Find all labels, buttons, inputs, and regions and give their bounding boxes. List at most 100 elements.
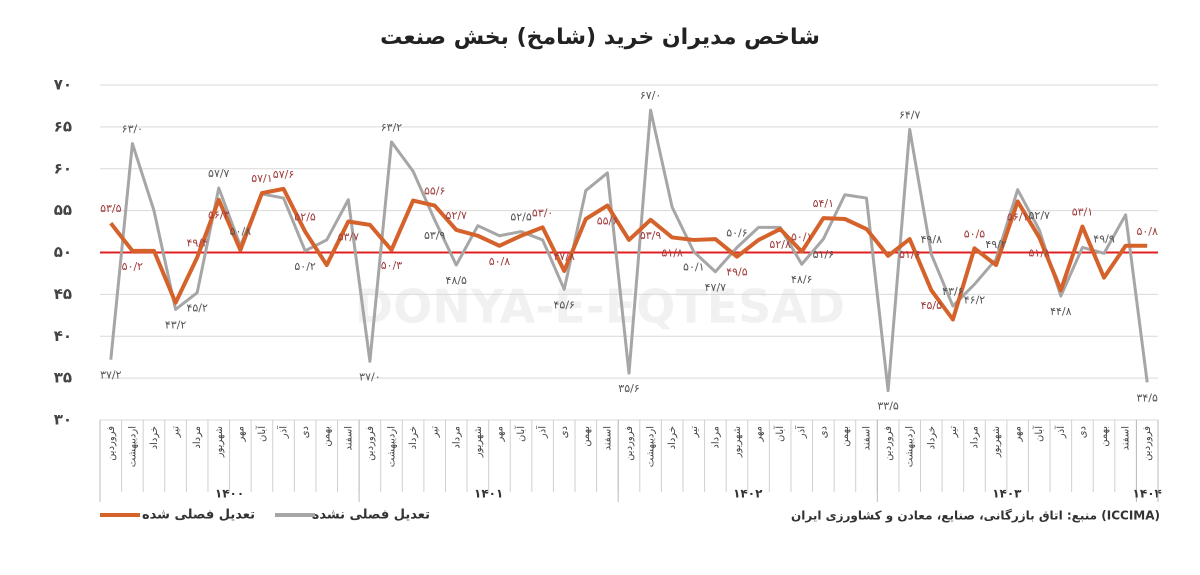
data-label: ۵۳/۱ xyxy=(1072,206,1093,219)
data-label: ۴۵/۲ xyxy=(186,302,208,315)
x-tick-label: مرداد xyxy=(969,426,980,449)
x-tick-label: دی xyxy=(1077,426,1088,438)
x-tick-label: اسفند xyxy=(343,426,354,450)
data-label: ۵۰/۸ xyxy=(230,225,252,238)
y-tick-label: ۳۰ xyxy=(54,411,72,429)
data-label: ۴۵/۵ xyxy=(921,299,943,312)
data-label: ۵۶/۱ xyxy=(1007,210,1028,223)
data-label: ۵۲/۷ xyxy=(1029,209,1051,222)
x-tick-label: فروردین xyxy=(624,426,635,461)
x-group-label: ۱۴۰۴ xyxy=(1133,487,1162,501)
data-label: ۵۴/۱ xyxy=(813,197,834,210)
x-group-label: ۱۴۰۲ xyxy=(733,487,763,501)
data-label: ۵۱/۶ xyxy=(899,248,920,261)
x-group-label: ۱۴۰۱ xyxy=(474,487,503,501)
x-tick-label: مهر xyxy=(754,426,765,442)
x-group-label: ۱۴۰۰ xyxy=(215,487,244,501)
x-tick-label: شهریور xyxy=(214,426,225,458)
legend-label: تعدیل فصلی نشده xyxy=(312,508,430,523)
series-line xyxy=(109,186,1148,322)
data-label: ۵۵/۶ xyxy=(597,215,618,228)
data-label: ۴۹/۵ xyxy=(726,266,748,279)
data-label: ۵۱/۸ xyxy=(1029,246,1051,259)
series-line xyxy=(109,108,1149,393)
data-label: ۶۳/۰ xyxy=(122,123,143,136)
x-tick-label: آبان xyxy=(514,425,527,442)
data-label: ۵۰/۵ xyxy=(964,227,986,240)
x-tick-label: فروردین xyxy=(106,426,117,461)
data-label: ۴۵/۶ xyxy=(554,298,575,311)
x-tick-label: تیر xyxy=(689,426,700,439)
x-tick-label: اردیبهشت xyxy=(386,426,397,467)
data-label: ۵۳/۹ xyxy=(424,229,446,242)
x-tick-label: آذر xyxy=(1054,425,1067,439)
data-label: ۵۰/۸ xyxy=(1136,225,1158,238)
x-tick-label: بهمن xyxy=(322,426,333,447)
y-tick-label: ۷۰ xyxy=(54,76,72,94)
x-tick-label: تیر xyxy=(171,426,182,439)
data-label: ۴۸/۵ xyxy=(446,274,468,287)
data-label: ۴۷/۷ xyxy=(705,281,727,294)
x-tick-label: مهر xyxy=(494,426,505,442)
x-tick-label: آبان xyxy=(773,425,786,442)
x-tick-label: فروردین xyxy=(365,426,376,461)
data-label: ۵۳/۰ xyxy=(532,206,553,219)
data-label: ۵۰/۶ xyxy=(726,226,747,239)
x-group-label: ۱۴۰۳ xyxy=(992,487,1022,501)
y-tick-label: ۶۵ xyxy=(54,117,72,135)
x-tick-label: آبان xyxy=(1032,425,1045,442)
y-tick-label: ۶۰ xyxy=(54,159,72,177)
x-tick-label: خرداد xyxy=(926,426,937,449)
x-tick-label: دی xyxy=(818,426,829,438)
x-tick-label: آذر xyxy=(795,425,808,439)
x-tick-label: مهر xyxy=(235,426,246,442)
data-label: ۴۳/۲ xyxy=(165,318,187,331)
data-label: ۳۳/۵ xyxy=(877,400,899,413)
x-tick-label: مهر xyxy=(1013,426,1024,442)
data-label: ۵۷/۷ xyxy=(208,167,230,180)
y-tick-label: ۳۵ xyxy=(54,369,72,387)
data-label: ۵۷/۶ xyxy=(273,168,294,181)
x-tick-label: بهمن xyxy=(840,426,851,447)
data-label: ۴۶/۲ xyxy=(964,293,986,306)
data-label: ۵۱/۸ xyxy=(661,246,683,259)
data-label: ۵۷/۱ xyxy=(251,172,272,185)
data-label: ۵۰/۱ xyxy=(791,231,812,244)
data-label: ۵۲/۸ xyxy=(769,238,791,251)
x-tick-label: آذر xyxy=(277,425,290,439)
x-tick-label: بهمن xyxy=(1099,426,1110,447)
x-tick-label: شهریور xyxy=(732,426,743,458)
source-note: منبع: اتاق بازرگانی، صنایع، معادن و کشاو… xyxy=(791,509,1160,524)
x-tick-label: فروردین xyxy=(1142,426,1153,461)
data-label: ۳۴/۵ xyxy=(1136,391,1158,404)
x-tick-label: شهریور xyxy=(473,426,484,458)
data-label: ۵۰/۲ xyxy=(294,260,316,273)
data-label: ۵۰/۲ xyxy=(122,260,144,273)
data-label: ۵۲/۷ xyxy=(446,209,468,222)
x-tick-label: خرداد xyxy=(408,426,419,449)
data-label: ۴۷/۸ xyxy=(554,250,576,263)
data-label: ۴۴/۸ xyxy=(1050,305,1072,318)
data-label: ۵۲/۵ xyxy=(294,211,316,224)
x-tick-label: آبان xyxy=(255,425,268,442)
data-label: ۴۸/۶ xyxy=(791,273,812,286)
y-tick-label: ۵۵ xyxy=(54,201,72,219)
data-label: ۶۴/۷ xyxy=(899,108,921,121)
watermark: DONYA-E-EQTESAD xyxy=(355,280,845,334)
x-tick-label: دی xyxy=(300,426,311,438)
x-tick-label: اسفند xyxy=(862,426,873,450)
x-tick-label: بهمن xyxy=(581,426,592,447)
x-tick-label: فروردین xyxy=(883,426,894,461)
x-tick-label: مرداد xyxy=(451,426,462,449)
legend-label: تعدیل فصلی شده xyxy=(142,508,255,523)
data-label: ۵۳/۷ xyxy=(338,231,360,244)
data-label: ۴۹/۹ xyxy=(1093,232,1115,245)
x-tick-label: اسفند xyxy=(1121,426,1132,450)
data-label: ۵۲/۵ xyxy=(510,211,532,224)
data-label: ۴۹/۲ xyxy=(985,238,1007,251)
x-tick-label: تیر xyxy=(948,426,959,439)
data-label: ۳۷/۰ xyxy=(359,370,380,383)
data-label: ۴۹/۸ xyxy=(921,233,943,246)
data-label: ۵۰/۸ xyxy=(489,255,511,268)
